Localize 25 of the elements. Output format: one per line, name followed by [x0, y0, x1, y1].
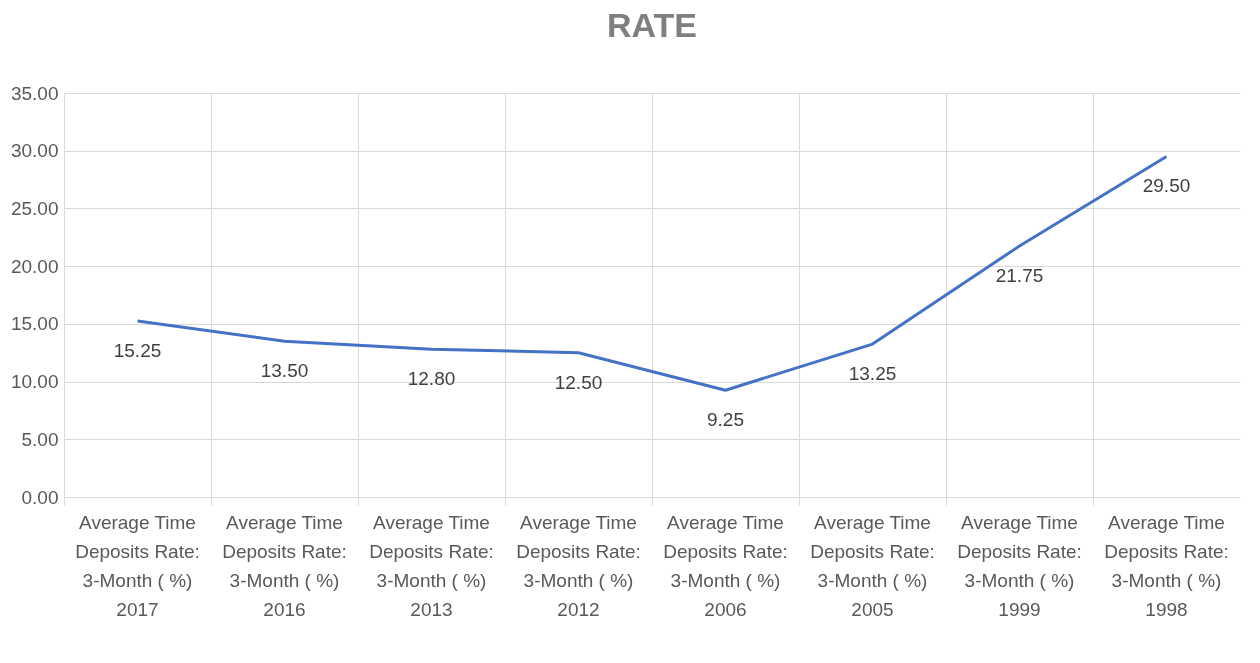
- x-tick-label: Average Time Deposits Rate: 3-Month ( %) 2006: [663, 511, 788, 620]
- y-tick-label: 10.00: [10, 371, 59, 393]
- x-tick-label: Average Time Deposits Rate: 3-Month ( %) 1999: [957, 511, 1082, 620]
- data-label: 9.25: [707, 409, 744, 431]
- data-label: 21.75: [995, 264, 1044, 286]
- data-label: 12.50: [554, 371, 603, 393]
- y-tick-label: 5.00: [21, 428, 59, 450]
- data-label: 13.25: [848, 363, 897, 385]
- y-tick-label: 20.00: [10, 255, 59, 277]
- data-label: 12.80: [407, 368, 456, 390]
- x-tick-label: Average Time Deposits Rate: 3-Month ( %) 2017: [75, 511, 200, 620]
- x-tick-label: Average Time Deposits Rate: 3-Month ( %) 2012: [516, 511, 641, 620]
- x-tick-label: Average Time Deposits Rate: 3-Month ( %) 2005: [810, 511, 935, 620]
- y-tick-label: 35.00: [10, 82, 59, 104]
- x-tick-label: Average Time Deposits Rate: 3-Month ( %) 2016: [222, 511, 347, 620]
- chart-title: RATE: [606, 6, 698, 44]
- y-tick-label: 25.00: [10, 197, 59, 219]
- data-label: 15.25: [113, 339, 162, 361]
- y-tick-label: 30.00: [10, 140, 59, 162]
- x-tick-label: Average Time Deposits Rate: 3-Month ( %) 2013: [369, 511, 494, 620]
- data-label: 13.50: [260, 360, 309, 382]
- y-tick-label: 0.00: [21, 486, 59, 508]
- data-label: 29.50: [1142, 175, 1191, 197]
- y-tick-label: 15.00: [10, 313, 59, 335]
- x-tick-label: Average Time Deposits Rate: 3-Month ( %) 1998: [1104, 511, 1229, 620]
